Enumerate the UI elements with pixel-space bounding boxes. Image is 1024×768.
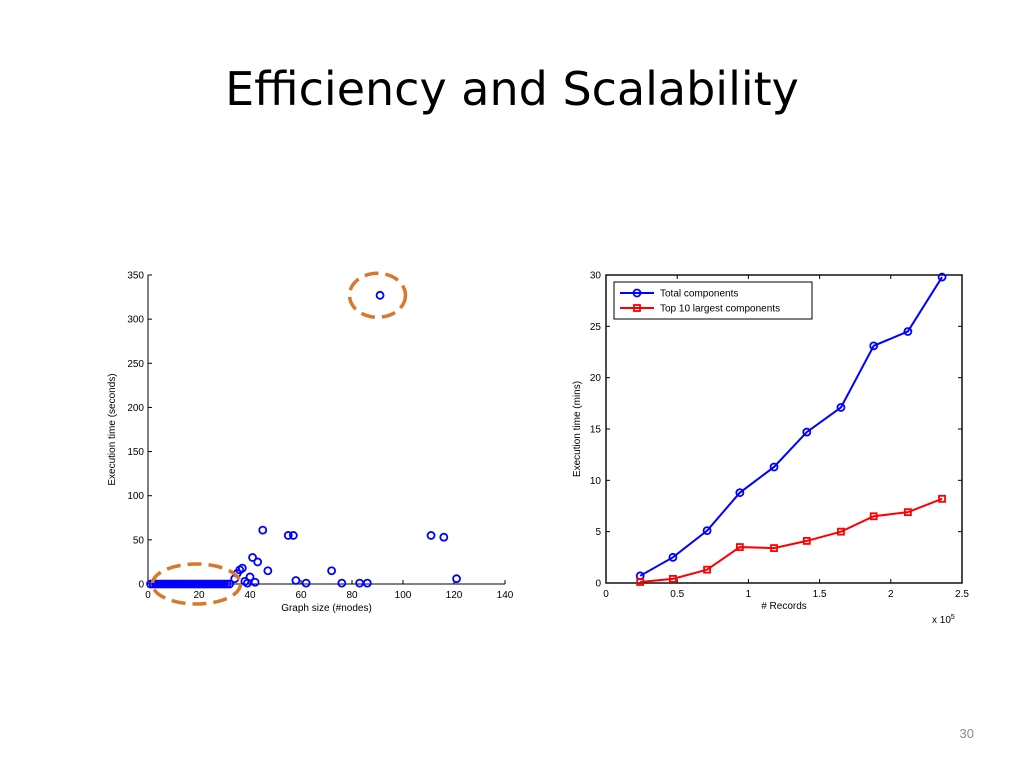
y-tick-label: 0 xyxy=(138,580,144,591)
y-tick-label: 350 xyxy=(127,271,144,282)
legend-label: Top 10 largest components xyxy=(660,304,780,315)
x-tick-label: 60 xyxy=(295,590,307,601)
y-tick-label: 150 xyxy=(127,447,144,458)
data-point xyxy=(375,290,385,300)
data-point xyxy=(668,552,678,562)
y-tick-label: 25 xyxy=(590,322,602,333)
y-tick-label: 0 xyxy=(595,579,601,590)
x-axis-label: # Records xyxy=(761,601,807,612)
x-tick-label: 1.5 xyxy=(813,589,827,600)
data-point xyxy=(770,544,778,552)
data-point xyxy=(288,531,298,540)
data-point xyxy=(258,525,268,535)
y-tick-label: 10 xyxy=(590,476,602,487)
y-tick-label: 250 xyxy=(127,359,144,370)
data-point xyxy=(253,557,263,567)
data-point xyxy=(903,508,912,517)
data-point xyxy=(802,427,812,437)
y-tick-label: 30 xyxy=(590,271,602,282)
series-line-1 xyxy=(639,276,943,577)
data-point xyxy=(283,531,293,540)
data-point xyxy=(802,537,811,545)
y-tick-label: 200 xyxy=(127,403,144,414)
x-tick-label: 2 xyxy=(888,589,894,600)
page-number: 30 xyxy=(959,726,974,741)
data-point xyxy=(836,403,846,412)
data-point xyxy=(703,565,712,574)
data-point xyxy=(327,566,337,576)
data-point xyxy=(669,574,677,583)
x-tick-label: 80 xyxy=(346,590,358,601)
outlier-highlight xyxy=(347,271,408,320)
data-point xyxy=(938,494,946,503)
legend-label: Total components xyxy=(660,289,738,300)
x-tick-label: 20 xyxy=(193,590,205,601)
data-point xyxy=(439,532,449,542)
y-tick-label: 100 xyxy=(127,491,144,502)
data-point xyxy=(248,553,257,562)
y-axis-label: Execution time (mins) xyxy=(572,381,583,477)
x-tick-label: 120 xyxy=(446,590,463,601)
x-tick-label: 40 xyxy=(244,590,256,601)
data-point xyxy=(250,577,260,587)
x-multiplier-exponent: 5 xyxy=(951,614,955,621)
slide-title: Efficiency and Scalability xyxy=(225,62,799,116)
y-tick-label: 50 xyxy=(133,535,145,546)
y-tick-label: 5 xyxy=(595,527,601,538)
x-axis-label: Graph size (#nodes) xyxy=(281,603,372,614)
y-tick-label: 300 xyxy=(127,315,144,326)
data-point xyxy=(301,578,311,588)
data-point xyxy=(769,462,779,472)
legend-marker xyxy=(633,304,641,312)
y-axis-label: Execution time (seconds) xyxy=(107,373,118,485)
data-point xyxy=(245,572,255,582)
x-multiplier-label: x 105 xyxy=(932,614,955,626)
series-line-2 xyxy=(640,497,943,583)
data-point xyxy=(937,272,947,282)
x-tick-label: 0.5 xyxy=(670,589,684,600)
data-point xyxy=(869,512,878,521)
x-tick-label: 100 xyxy=(395,590,412,601)
x-tick-label: 0 xyxy=(603,589,609,600)
data-point xyxy=(837,527,845,536)
data-point xyxy=(237,563,247,573)
plot-frame xyxy=(605,274,963,584)
data-point xyxy=(735,543,744,551)
data-point xyxy=(735,488,745,498)
data-point xyxy=(225,579,235,589)
y-tick-label: 15 xyxy=(590,425,602,436)
x-tick-label: 1 xyxy=(746,589,752,600)
x-tick-label: 140 xyxy=(497,590,514,601)
data-point xyxy=(702,526,712,536)
data-point xyxy=(355,578,365,588)
data-point xyxy=(426,531,436,540)
data-point xyxy=(291,576,301,585)
data-point xyxy=(337,578,347,588)
legend-box xyxy=(613,281,813,320)
data-point xyxy=(636,578,645,586)
x-tick-label: 0 xyxy=(145,590,151,601)
legend-marker xyxy=(632,288,642,298)
data-point xyxy=(869,341,879,351)
data-point xyxy=(452,574,461,584)
data-point xyxy=(362,578,372,588)
data-point xyxy=(903,327,913,336)
y-tick-label: 20 xyxy=(590,373,602,384)
scatter-chart: 0 20 40 60 80 100 120 140050100150200250300350 … xyxy=(107,271,514,615)
data-point xyxy=(263,566,273,576)
line-chart: 0 0.5 1 1.5 2 2.5 0 5 10 15 20 25 30 Total component… xyxy=(572,271,969,627)
x-tick-label: 2.5 xyxy=(955,589,969,600)
x-multiplier-base: x 10 xyxy=(932,615,951,626)
cluster-highlight xyxy=(150,562,243,606)
